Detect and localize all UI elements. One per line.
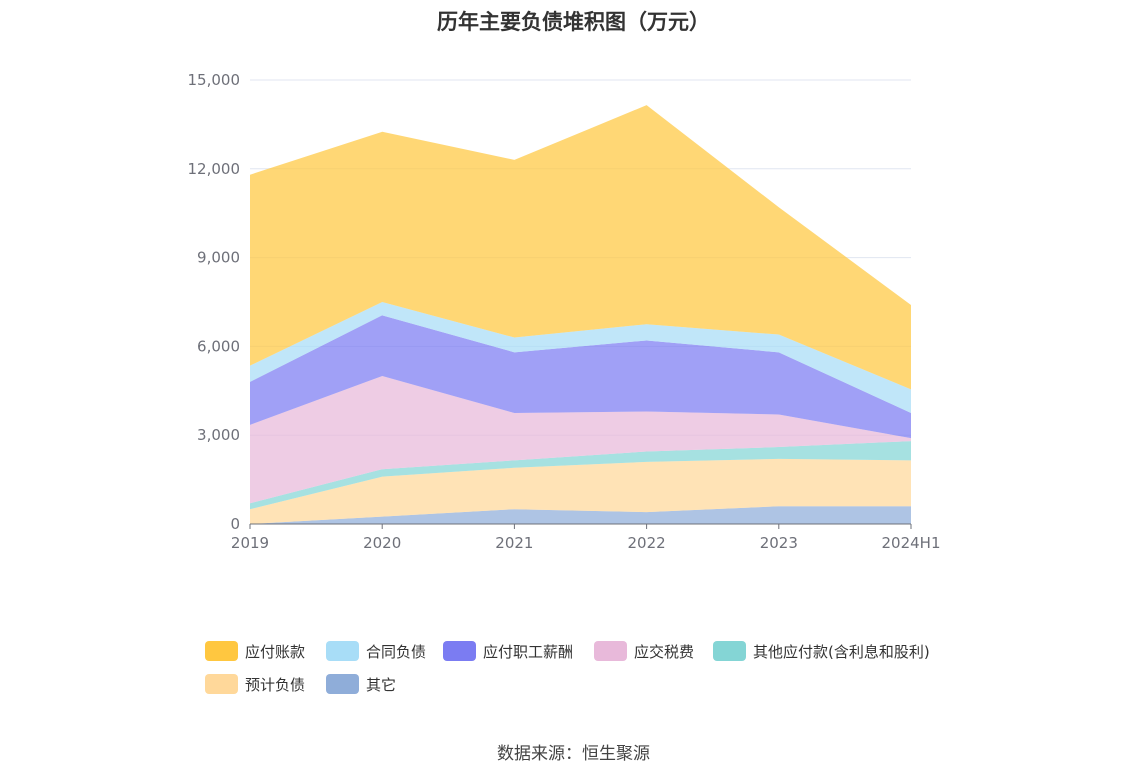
axes: 0 3,000 6,000 9,000 12,000 15,000 2019 2020 2021… <box>188 71 941 552</box>
area-series-应交税费 <box>250 376 911 504</box>
legend-swatch <box>594 641 627 661</box>
area-series-应付账款 <box>250 105 911 390</box>
legend-item[interactable]: 应付账款 <box>205 640 305 662</box>
legend-swatch <box>713 641 746 661</box>
legend-item[interactable]: 其它 <box>326 673 396 695</box>
legend-swatch <box>205 641 238 661</box>
legend-label: 应付职工薪酬 <box>483 642 574 661</box>
y-tick-label: 12,000 <box>188 160 241 178</box>
x-tick-label: 2023 <box>760 534 798 552</box>
x-tick-label: 2021 <box>495 534 533 552</box>
area-series-其它 <box>250 506 911 524</box>
legend-item[interactable]: 合同负债 <box>326 640 426 662</box>
area-series <box>250 105 911 524</box>
x-tick-label: 2019 <box>231 534 269 552</box>
legend-swatch <box>205 674 238 694</box>
y-tick-label: 0 <box>230 515 240 533</box>
area-series-其他应付款(含利息和股利) <box>250 441 911 510</box>
y-tick-label: 6,000 <box>197 337 240 355</box>
legend-item[interactable]: 其他应付款(含利息和股利) <box>713 640 930 662</box>
legend-label: 应交税费 <box>634 642 695 661</box>
x-tick-label: 2022 <box>628 534 666 552</box>
chart-title: 历年主要负债堆积图（万元） <box>437 10 710 34</box>
x-tick-label: 2020 <box>363 534 401 552</box>
data-source: 数据来源：恒生聚源 <box>497 744 650 764</box>
legend-swatch <box>443 641 476 661</box>
legend-item[interactable]: 预计负债 <box>205 673 305 695</box>
area-series-应付职工薪酬 <box>250 315 911 439</box>
legend-label: 合同负债 <box>366 642 427 661</box>
legend-item[interactable]: 应付职工薪酬 <box>443 640 573 662</box>
y-tick-label: 3,000 <box>197 426 240 444</box>
y-tick-label: 15,000 <box>188 71 241 89</box>
legend-label: 应付账款 <box>245 642 306 661</box>
x-tick-label: 2024H1 <box>882 534 941 552</box>
legend-label: 其他应付款(含利息和股利) <box>753 642 930 661</box>
y-tick-label: 9,000 <box>197 249 240 267</box>
legend-label: 预计负债 <box>245 675 306 694</box>
legend-swatch <box>326 641 359 661</box>
legend-label: 其它 <box>366 675 397 694</box>
legend-item[interactable]: 应交税费 <box>594 640 694 662</box>
legend-swatch <box>326 674 359 694</box>
area-series-预计负债 <box>250 458 911 524</box>
